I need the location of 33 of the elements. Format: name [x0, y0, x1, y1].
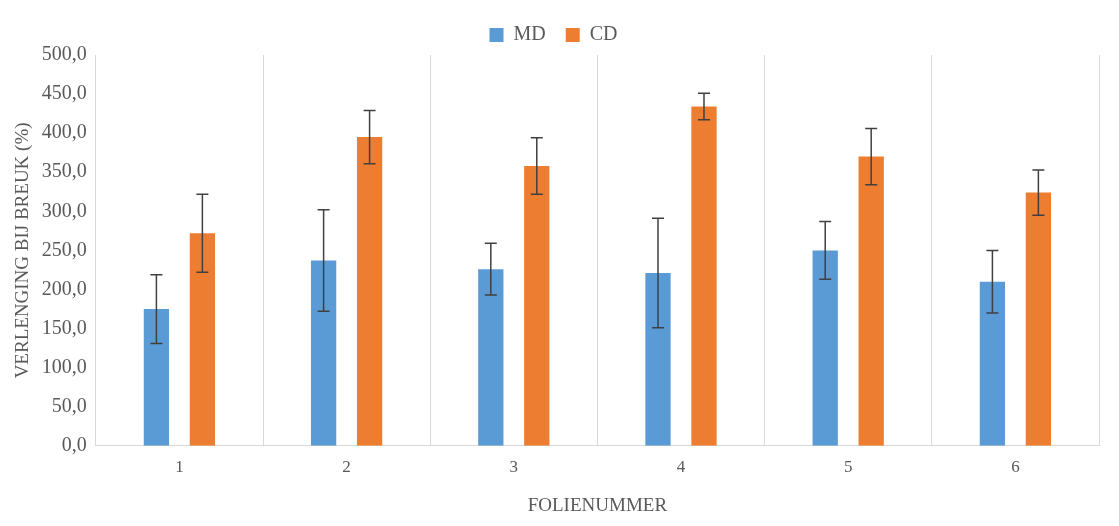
bar	[645, 273, 671, 446]
bar	[858, 156, 884, 446]
x-tick-label: 4	[676, 457, 686, 477]
x-tick-label: 5	[843, 457, 853, 477]
legend-label: CD	[589, 22, 618, 45]
x-axis-title: FOLIENUMMER	[527, 493, 668, 515]
bar	[524, 165, 550, 446]
y-tick-label: 250,0	[41, 237, 87, 260]
y-axis-title: VERLENGING BIJ BREUK (%)	[11, 122, 34, 379]
x-tick-label: 6	[1011, 457, 1020, 477]
y-tick-label: 500,0	[41, 42, 87, 65]
y-tick-label: 400,0	[41, 120, 87, 143]
x-tick-label: 1	[175, 457, 184, 477]
legend-label: MD	[513, 22, 546, 45]
y-tick-label: 50,0	[51, 393, 87, 416]
bar	[143, 309, 170, 446]
x-tick-label: 3	[509, 457, 519, 477]
bar	[979, 281, 1006, 446]
bar	[310, 260, 337, 446]
y-tick-label: 300,0	[41, 198, 87, 221]
y-tick-label: 150,0	[41, 315, 87, 338]
y-tick-label: 350,0	[41, 159, 87, 182]
y-tick-label: 100,0	[41, 354, 87, 377]
y-tick-label: 0,0	[61, 433, 87, 456]
bar	[812, 250, 838, 446]
bar	[691, 106, 717, 446]
bar	[356, 137, 383, 446]
bar	[478, 269, 504, 446]
bar	[189, 233, 216, 446]
x-tick-label: 2	[342, 457, 351, 477]
y-tick-label: 450,0	[41, 81, 87, 104]
bar	[1025, 192, 1052, 446]
y-tick-label: 200,0	[41, 276, 87, 299]
